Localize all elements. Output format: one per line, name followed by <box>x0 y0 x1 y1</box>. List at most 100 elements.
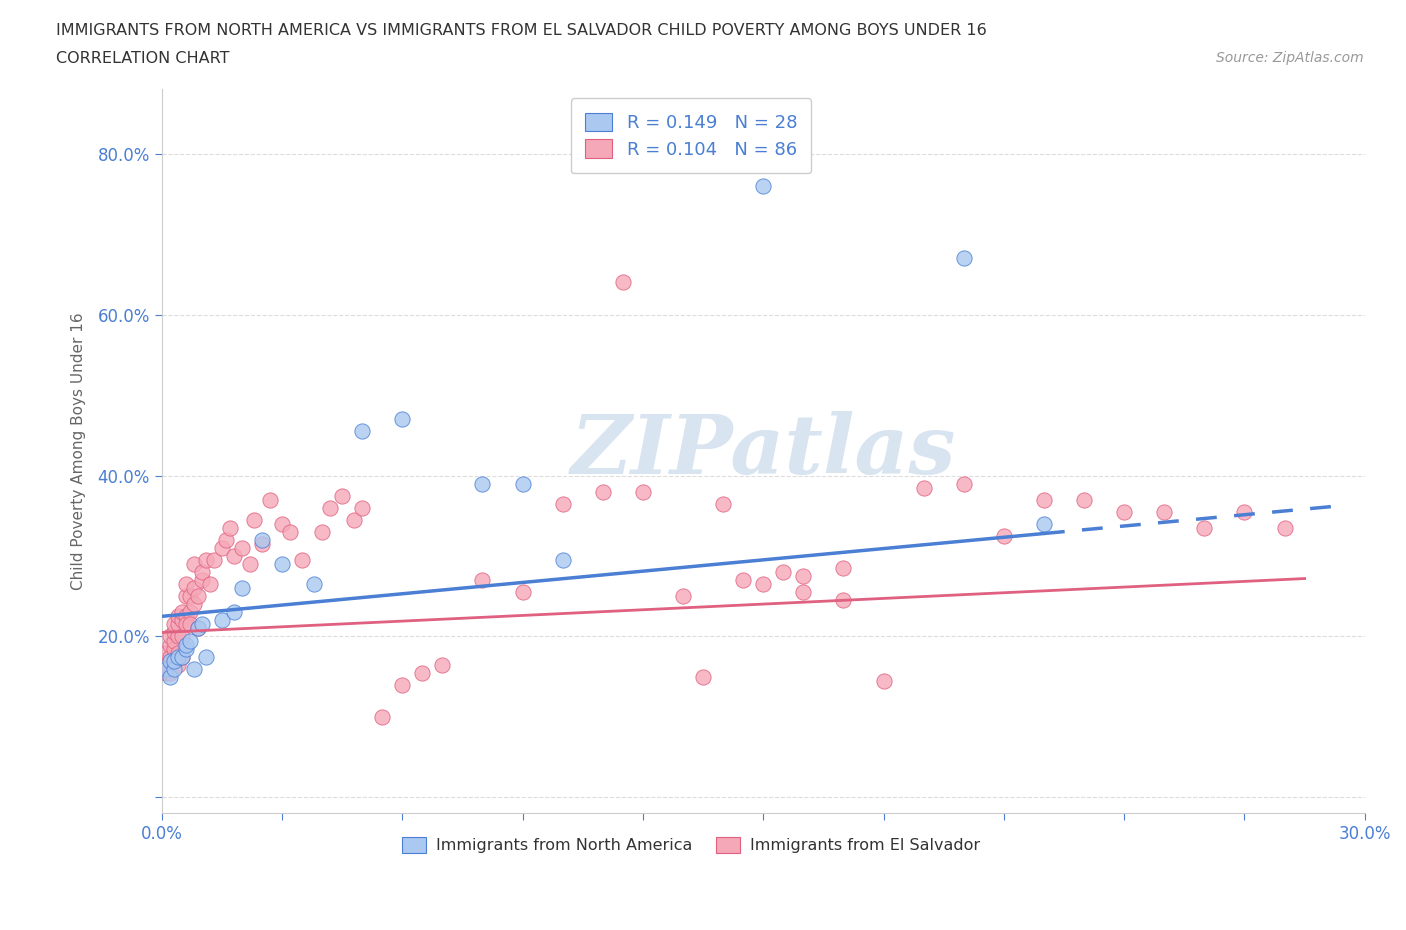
Point <box>174 609 197 624</box>
Point <box>278 525 301 539</box>
Text: Source: ZipAtlas.com: Source: ZipAtlas.com <box>1216 51 1364 65</box>
Point <box>187 621 209 636</box>
Point <box>179 617 201 631</box>
Point <box>215 533 238 548</box>
Point <box>218 521 240 536</box>
Point <box>512 476 534 491</box>
Point <box>551 552 574 567</box>
Point <box>592 485 614 499</box>
Y-axis label: Child Poverty Among Boys Under 16: Child Poverty Among Boys Under 16 <box>72 312 86 591</box>
Point <box>832 592 855 607</box>
Point <box>159 629 181 644</box>
Point <box>163 641 186 656</box>
Point <box>471 573 494 588</box>
Point <box>159 653 181 668</box>
Point <box>250 533 273 548</box>
Point <box>672 589 695 604</box>
Point <box>993 528 1015 543</box>
Point <box>183 661 205 676</box>
Point <box>512 585 534 600</box>
Point <box>222 549 245 564</box>
Point <box>792 569 814 584</box>
Point <box>752 577 775 591</box>
Point <box>772 565 794 579</box>
Point <box>179 633 201 648</box>
Text: CORRELATION CHART: CORRELATION CHART <box>56 51 229 66</box>
Point <box>391 412 413 427</box>
Point <box>194 552 217 567</box>
Text: ZIPatlas: ZIPatlas <box>571 411 956 491</box>
Point <box>1274 521 1296 536</box>
Point <box>155 665 177 680</box>
Point <box>371 710 394 724</box>
Point <box>271 516 294 531</box>
Point <box>170 649 193 664</box>
Point <box>163 661 186 676</box>
Point <box>198 577 221 591</box>
Point <box>343 512 366 527</box>
Point <box>179 589 201 604</box>
Point <box>190 573 212 588</box>
Point <box>163 633 186 648</box>
Point <box>163 617 186 631</box>
Point <box>692 670 714 684</box>
Point <box>183 597 205 612</box>
Point <box>159 665 181 680</box>
Point <box>259 492 281 507</box>
Point <box>832 561 855 576</box>
Point <box>330 488 353 503</box>
Point <box>166 645 188 660</box>
Point <box>231 540 253 555</box>
Point <box>872 673 894 688</box>
Point <box>190 617 212 631</box>
Point <box>183 557 205 572</box>
Point <box>174 637 197 652</box>
Point <box>291 552 314 567</box>
Point <box>1233 504 1256 519</box>
Point <box>174 641 197 656</box>
Point <box>222 604 245 619</box>
Point <box>155 661 177 676</box>
Point <box>952 476 974 491</box>
Point <box>952 251 974 266</box>
Legend: Immigrants from North America, Immigrants from El Salvador: Immigrants from North America, Immigrant… <box>396 830 986 860</box>
Point <box>1114 504 1136 519</box>
Point <box>1032 492 1054 507</box>
Point <box>411 665 433 680</box>
Point <box>159 637 181 652</box>
Point <box>163 653 186 668</box>
Point <box>912 480 935 495</box>
Point <box>243 512 266 527</box>
Point <box>166 609 188 624</box>
Text: IMMIGRANTS FROM NORTH AMERICA VS IMMIGRANTS FROM EL SALVADOR CHILD POVERTY AMONG: IMMIGRANTS FROM NORTH AMERICA VS IMMIGRA… <box>56 23 987 38</box>
Point <box>187 589 209 604</box>
Point <box>432 658 454 672</box>
Point <box>155 658 177 672</box>
Point <box>170 649 193 664</box>
Point <box>211 613 233 628</box>
Point <box>792 585 814 600</box>
Point <box>211 540 233 555</box>
Point <box>170 629 193 644</box>
Point <box>166 629 188 644</box>
Point <box>174 589 197 604</box>
Point <box>166 617 188 631</box>
Point <box>551 497 574 512</box>
Point <box>1032 516 1054 531</box>
Point <box>166 658 188 672</box>
Point <box>711 497 734 512</box>
Point <box>202 552 225 567</box>
Point <box>302 577 325 591</box>
Point <box>166 649 188 664</box>
Point <box>239 557 262 572</box>
Point <box>163 653 186 668</box>
Point <box>752 179 775 193</box>
Point <box>170 604 193 619</box>
Point <box>194 649 217 664</box>
Point <box>631 485 654 499</box>
Point <box>190 565 212 579</box>
Point <box>183 580 205 595</box>
Point <box>271 557 294 572</box>
Point <box>352 424 374 439</box>
Point <box>319 500 342 515</box>
